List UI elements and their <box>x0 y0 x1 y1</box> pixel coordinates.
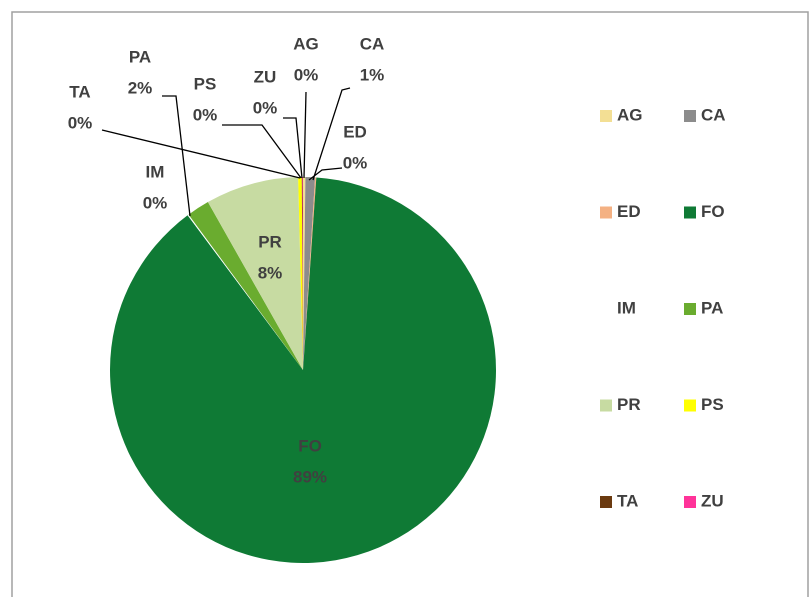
leader-line <box>162 95 191 217</box>
data-label-name: ZU <box>254 67 277 86</box>
legend-swatch <box>600 399 612 412</box>
legend-label: ZU <box>701 491 724 510</box>
pie-slice <box>303 177 306 370</box>
data-label-value: 89% <box>293 467 327 486</box>
data-label-value: 8% <box>258 263 283 282</box>
leader-line <box>101 129 301 179</box>
legend-swatch <box>684 303 696 315</box>
legend-label: AG <box>617 105 643 124</box>
legend-swatch <box>684 496 696 508</box>
legend-label: PS <box>701 395 724 414</box>
legend-label: PR <box>617 395 641 414</box>
pie-slice <box>298 177 303 370</box>
data-label-name: PA <box>129 47 151 66</box>
data-label-value: 0% <box>343 153 368 172</box>
legend-swatch <box>600 206 612 219</box>
data-label-name: PS <box>194 74 217 93</box>
leader-line <box>312 87 351 181</box>
legend-swatch <box>684 399 696 412</box>
pie-slice <box>187 214 303 370</box>
pie-slice <box>207 177 303 370</box>
data-label-value: 0% <box>294 65 319 84</box>
legend-swatch <box>684 206 696 219</box>
data-label-name: FO <box>298 436 322 455</box>
data-labels: AG 0% CA 1% ED 0% FO 89% IM 0% PA 2% PR 8% PS 0% TA 0% ZU 0… <box>68 34 385 486</box>
pie-slice <box>302 177 303 370</box>
pie-slice <box>188 202 303 370</box>
leader-lines <box>101 87 351 217</box>
data-label-name: PR <box>258 232 282 251</box>
legend-label: TA <box>617 491 638 510</box>
data-label-value: 0% <box>68 113 93 132</box>
pie-slice <box>109 177 496 563</box>
data-label-value: 1% <box>360 65 385 84</box>
data-label-value: 0% <box>253 98 278 117</box>
data-label-name: AG <box>293 34 319 53</box>
legend-label: IM <box>617 298 636 317</box>
legend-label: ED <box>617 202 641 221</box>
leader-line <box>283 117 303 179</box>
data-label-value: 0% <box>143 193 168 212</box>
pie-slice <box>301 177 303 370</box>
leader-line <box>222 124 302 179</box>
leader-line <box>303 91 307 179</box>
pie-slice <box>303 177 317 370</box>
legend-swatch <box>684 110 696 122</box>
pie <box>109 177 496 563</box>
legend-swatch <box>600 496 612 508</box>
legend-swatch <box>600 110 612 122</box>
data-label-name: ED <box>343 122 367 141</box>
data-label-value: 0% <box>193 105 218 124</box>
legend-label: CA <box>701 105 726 124</box>
data-label-name: TA <box>69 82 90 101</box>
legend-label: FO <box>701 202 725 221</box>
pie-slice <box>303 177 316 370</box>
legend: AG CA ED FO IM PA PR PS TA ZU <box>600 105 726 510</box>
legend-swatch <box>600 303 612 315</box>
legend-label: PA <box>701 298 723 317</box>
data-label-value: 2% <box>128 78 153 97</box>
leader-line <box>308 167 343 181</box>
data-label-name: IM <box>146 162 165 181</box>
data-label-name: CA <box>360 34 385 53</box>
